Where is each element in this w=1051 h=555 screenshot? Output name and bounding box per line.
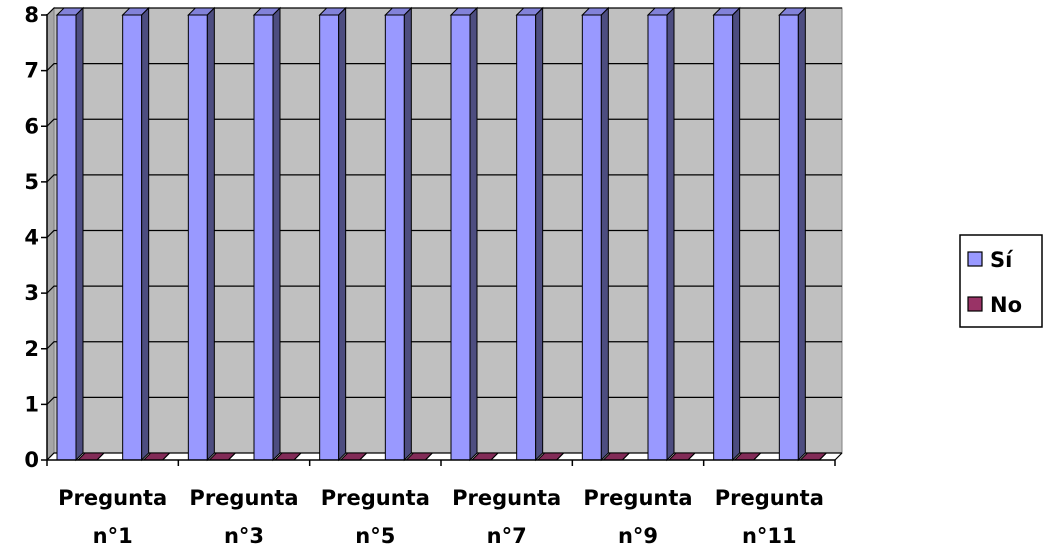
bar [55,6,85,462]
y-tick-label: 4 [24,226,39,250]
x-category-label: Pregunta [715,486,824,510]
bar-side-face [424,452,433,461]
gridline [46,63,842,72]
gridline [46,285,842,294]
gridline [46,174,842,183]
bar-front-face [319,14,340,461]
bar-side-face [338,6,347,462]
bar-side-face [732,6,741,462]
legend-label: No [990,293,1022,317]
bar-front-face [516,14,537,461]
bar [384,6,413,462]
bar-front-face [253,14,274,461]
x-category-label: Pregunta [583,486,692,510]
bar-side-face [666,6,675,462]
bar [778,6,807,462]
legend: Sí No [959,234,1043,328]
y-tick-label: 8 [24,3,39,27]
legend-swatch [967,251,983,267]
bar-side-face [469,6,478,462]
bar-side-face [162,452,171,461]
x-category-label: n°11 [742,524,797,548]
y-tick-label: 6 [24,114,39,138]
gridline [46,396,842,405]
x-category-label: n°7 [487,524,527,548]
bar-side-face [75,6,84,462]
y-tick-label: 1 [24,392,39,416]
x-axis-category-labels: Pregunta n°1 Pregunta n°3 Pregunta n°5 Pregunt… [58,486,824,548]
y-tick-label: 7 [24,59,39,83]
bar-side-face [490,452,499,461]
gridline [46,341,842,350]
x-category-label: n°9 [618,524,658,548]
bar [515,6,544,462]
bar-side-face [687,452,696,461]
bar-side-face [403,6,412,462]
bar-side-face [206,6,215,462]
bar-front-face [647,14,668,461]
y-tick-label: 2 [24,337,39,361]
bar-side-face [556,452,565,461]
bar-front-face [713,14,734,461]
gridline [46,7,842,16]
bar-side-face [797,6,806,462]
bar-side-face [96,452,105,461]
gridline [46,452,842,461]
bar-side-face [818,452,827,461]
bar-front-face [384,14,405,461]
legend-swatch [967,296,983,312]
bar-side-face [359,452,368,461]
bar [318,6,347,462]
x-category-label: Pregunta [189,486,298,510]
bar-front-face [187,14,208,461]
legend-label: Sí [990,248,1014,272]
y-tick-label: 5 [24,170,39,194]
bar-side-face [227,452,236,461]
y-tick-label: 3 [24,281,39,305]
bar-side-face [293,452,302,461]
y-tick-label: 0 [24,448,39,472]
gridlines [46,7,842,461]
gridline [46,229,842,238]
bar-side-face [141,6,150,462]
bar-side-face [621,452,630,461]
bar [252,6,282,462]
x-category-label: n°5 [355,524,395,548]
bar [646,6,676,462]
floor-edge [834,452,843,461]
x-category-label: n°1 [93,524,133,548]
y-axis-tick-labels: 0 1 2 3 4 5 6 7 8 [24,3,39,472]
x-category-label: Pregunta [452,486,561,510]
x-category-label: Pregunta [58,486,167,510]
bar-side-face [753,452,762,461]
bar-side-face [600,6,609,462]
x-category-label: n°3 [224,524,264,548]
bar-front-face [581,14,602,461]
bar [581,6,610,462]
x-category-label: Pregunta [321,486,430,510]
bar-front-face [122,14,143,461]
bar [121,6,150,462]
bar [449,6,479,462]
bars [55,6,828,462]
axes [41,14,843,466]
bar [187,6,216,462]
bar-front-face [56,14,77,461]
bar [712,6,741,462]
gridline [46,118,842,127]
legend-box [959,234,1043,328]
bar-side-face [535,6,544,462]
bar-front-face [450,14,471,461]
bar-front-face [778,14,799,461]
bar-side-face [272,6,281,462]
